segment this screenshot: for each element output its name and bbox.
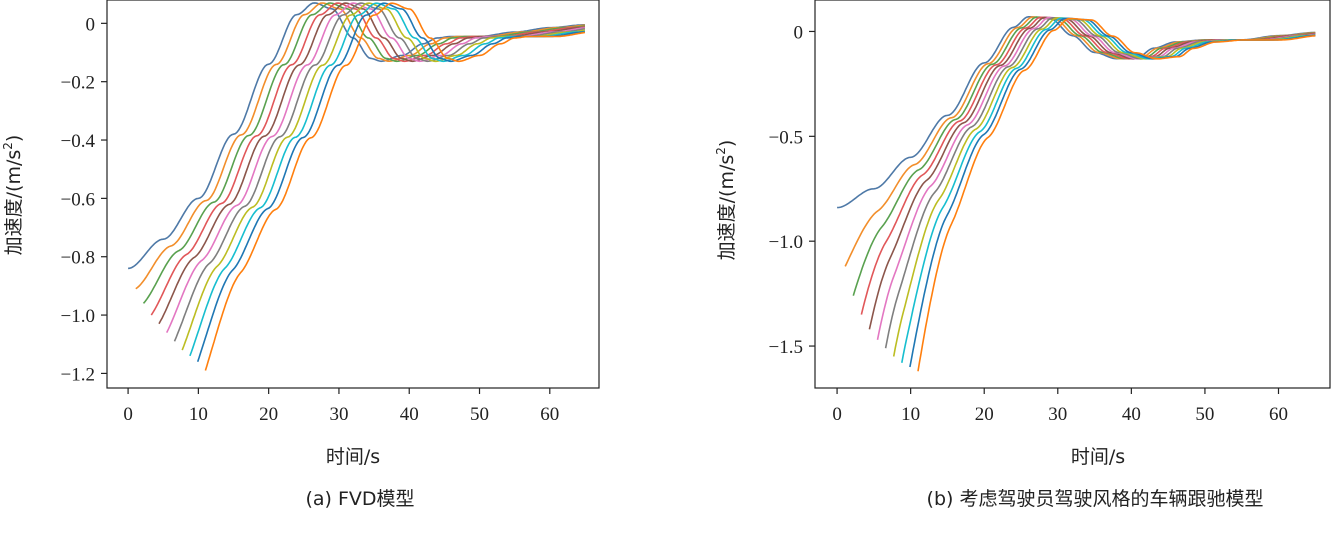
series-line-6	[165, 2, 585, 333]
x-tick-label: 10	[901, 404, 920, 425]
series-line-1	[128, 2, 585, 270]
chart-b-caption: (b) 考虑驾驶员驾驶风格的车辆跟驰模型	[927, 488, 1264, 510]
series-line-3	[142, 2, 585, 304]
series-line-4	[150, 2, 585, 316]
y-tick-label: −0.8	[61, 248, 95, 269]
x-tick-label: 40	[1122, 404, 1141, 425]
x-tick-label: 50	[1195, 404, 1214, 425]
chart-a-xticks: 0 10 20 30 40 50 60	[123, 388, 559, 425]
chart-b-yticks: 0 −0.5 −1.0 −1.5	[769, 22, 815, 358]
series-line-8	[181, 2, 586, 351]
y-tick-label: −1.2	[61, 364, 95, 385]
x-tick-label: 60	[1269, 404, 1288, 425]
chart-a-series	[128, 2, 586, 371]
series-line-2	[844, 16, 1316, 267]
chart-b: 0 10 20 30 40 50 60 0 −0.5 −1.0 −1.5 时间/s 加速度/(m/…	[714, 0, 1331, 510]
x-tick-label: 0	[123, 404, 133, 425]
chart-a-ylabel-close: )	[3, 135, 25, 142]
chart-a-ylabel-sup: 2	[1, 142, 15, 150]
series-line-10	[909, 17, 1316, 368]
chart-a: 0 10 20 30 40 50 60 0−0.2−0.4−0.6−0.8−1.0−1.2 …	[1, 0, 600, 510]
chart-b-frame	[814, 0, 1331, 389]
y-tick-label: −0.6	[61, 189, 95, 210]
x-tick-label: 10	[189, 404, 208, 425]
chart-a-ylabel: 加速度/(m/s2)	[1, 135, 25, 256]
y-tick-label: −0.5	[769, 127, 803, 148]
chart-b-series	[837, 15, 1316, 372]
x-tick-label: 20	[259, 404, 278, 425]
series-line-3	[852, 16, 1316, 296]
chart-b-ylabel: 加速度/(m/s2)	[714, 140, 738, 261]
x-tick-label: 0	[832, 404, 842, 425]
chart-a-yticks: 0 −0.2 −0.4 −0.6 −0.8 −1.0 −1.2	[61, 14, 107, 385]
x-tick-label: 30	[329, 404, 348, 425]
series-line-9	[189, 2, 585, 357]
x-tick-label: 30	[1048, 404, 1067, 425]
series-line-10	[196, 2, 585, 362]
chart-a-frame	[106, 0, 600, 389]
series-line-11	[917, 17, 1316, 372]
y-tick-label: −1.0	[61, 306, 95, 327]
chart-b-ylabel-sup: 2	[714, 147, 728, 155]
y-tick-label: 0	[86, 14, 96, 35]
series-line-11	[204, 2, 586, 371]
series-line-8	[892, 17, 1316, 357]
x-tick-label: 40	[400, 404, 419, 425]
y-tick-label: −0.2	[61, 73, 95, 94]
chart-a-xlabel: 时间/s	[326, 446, 380, 468]
series-line-7	[884, 16, 1316, 349]
chart-b-ylabel-main: 加速度/(m/s	[716, 155, 738, 261]
x-tick-label: 50	[470, 404, 489, 425]
y-tick-label: 0	[794, 22, 804, 43]
chart-a-ylabel-main: 加速度/(m/s	[3, 150, 25, 256]
chart-b-xticks: 0 10 20 30 40 50 60	[832, 388, 1288, 425]
series-line-7	[173, 2, 586, 342]
x-tick-label: 20	[975, 404, 994, 425]
chart-b-xlabel: 时间/s	[1071, 446, 1125, 468]
chart-a-caption: (a) FVD模型	[305, 488, 414, 510]
y-tick-label: −1.5	[769, 337, 803, 358]
chart-b-ylabel-close: )	[716, 140, 738, 147]
series-line-5	[868, 16, 1316, 330]
x-tick-label: 60	[540, 404, 559, 425]
y-tick-label: −0.4	[61, 131, 96, 152]
y-tick-label: −1.0	[769, 232, 803, 253]
